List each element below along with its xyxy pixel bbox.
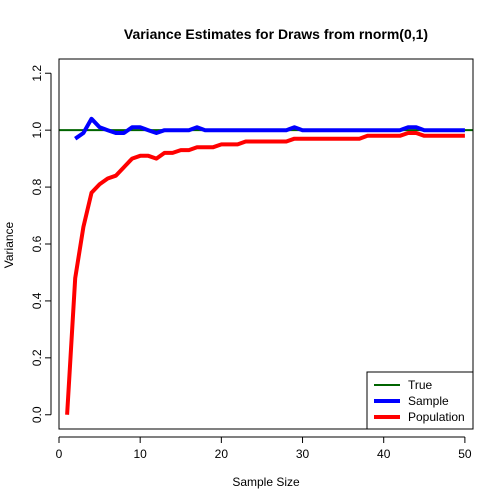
- legend-label-true: True: [408, 378, 433, 392]
- x-tick-label: 10: [133, 447, 147, 461]
- legend-label-sample: Sample: [408, 394, 449, 408]
- y-tick-label: 0.4: [30, 292, 44, 309]
- x-tick-label: 20: [215, 447, 229, 461]
- y-axis: 0.0 0.2 0.4 0.6 0.8 1.0 1.2: [30, 65, 52, 423]
- x-tick-label: 50: [458, 447, 472, 461]
- y-axis-label: Variance: [2, 221, 16, 268]
- series-line-sample: [74, 116, 465, 141]
- y-tick-label: 0.0: [30, 406, 44, 423]
- series-line-population: [65, 131, 465, 415]
- y-tick-label: 0.2: [30, 349, 44, 366]
- y-tick-label: 0.6: [30, 235, 44, 252]
- x-axis: 0 10 20 30 40 50: [56, 436, 472, 461]
- y-tick-label: 1.0: [30, 121, 44, 138]
- x-axis-label: Sample Size: [232, 475, 300, 489]
- x-tick-label: 30: [296, 447, 310, 461]
- legend-label-population: Population: [408, 410, 465, 424]
- plot-border: [58, 58, 474, 430]
- legend: True Sample Population: [366, 371, 474, 430]
- chart-title: Variance Estimates for Draws from rnorm(…: [124, 26, 428, 42]
- plot-area: [59, 116, 473, 415]
- x-tick-label: 40: [377, 447, 391, 461]
- x-tick-label: 0: [56, 447, 63, 461]
- y-tick-label: 1.2: [30, 65, 44, 82]
- y-tick-label: 0.8: [30, 178, 44, 195]
